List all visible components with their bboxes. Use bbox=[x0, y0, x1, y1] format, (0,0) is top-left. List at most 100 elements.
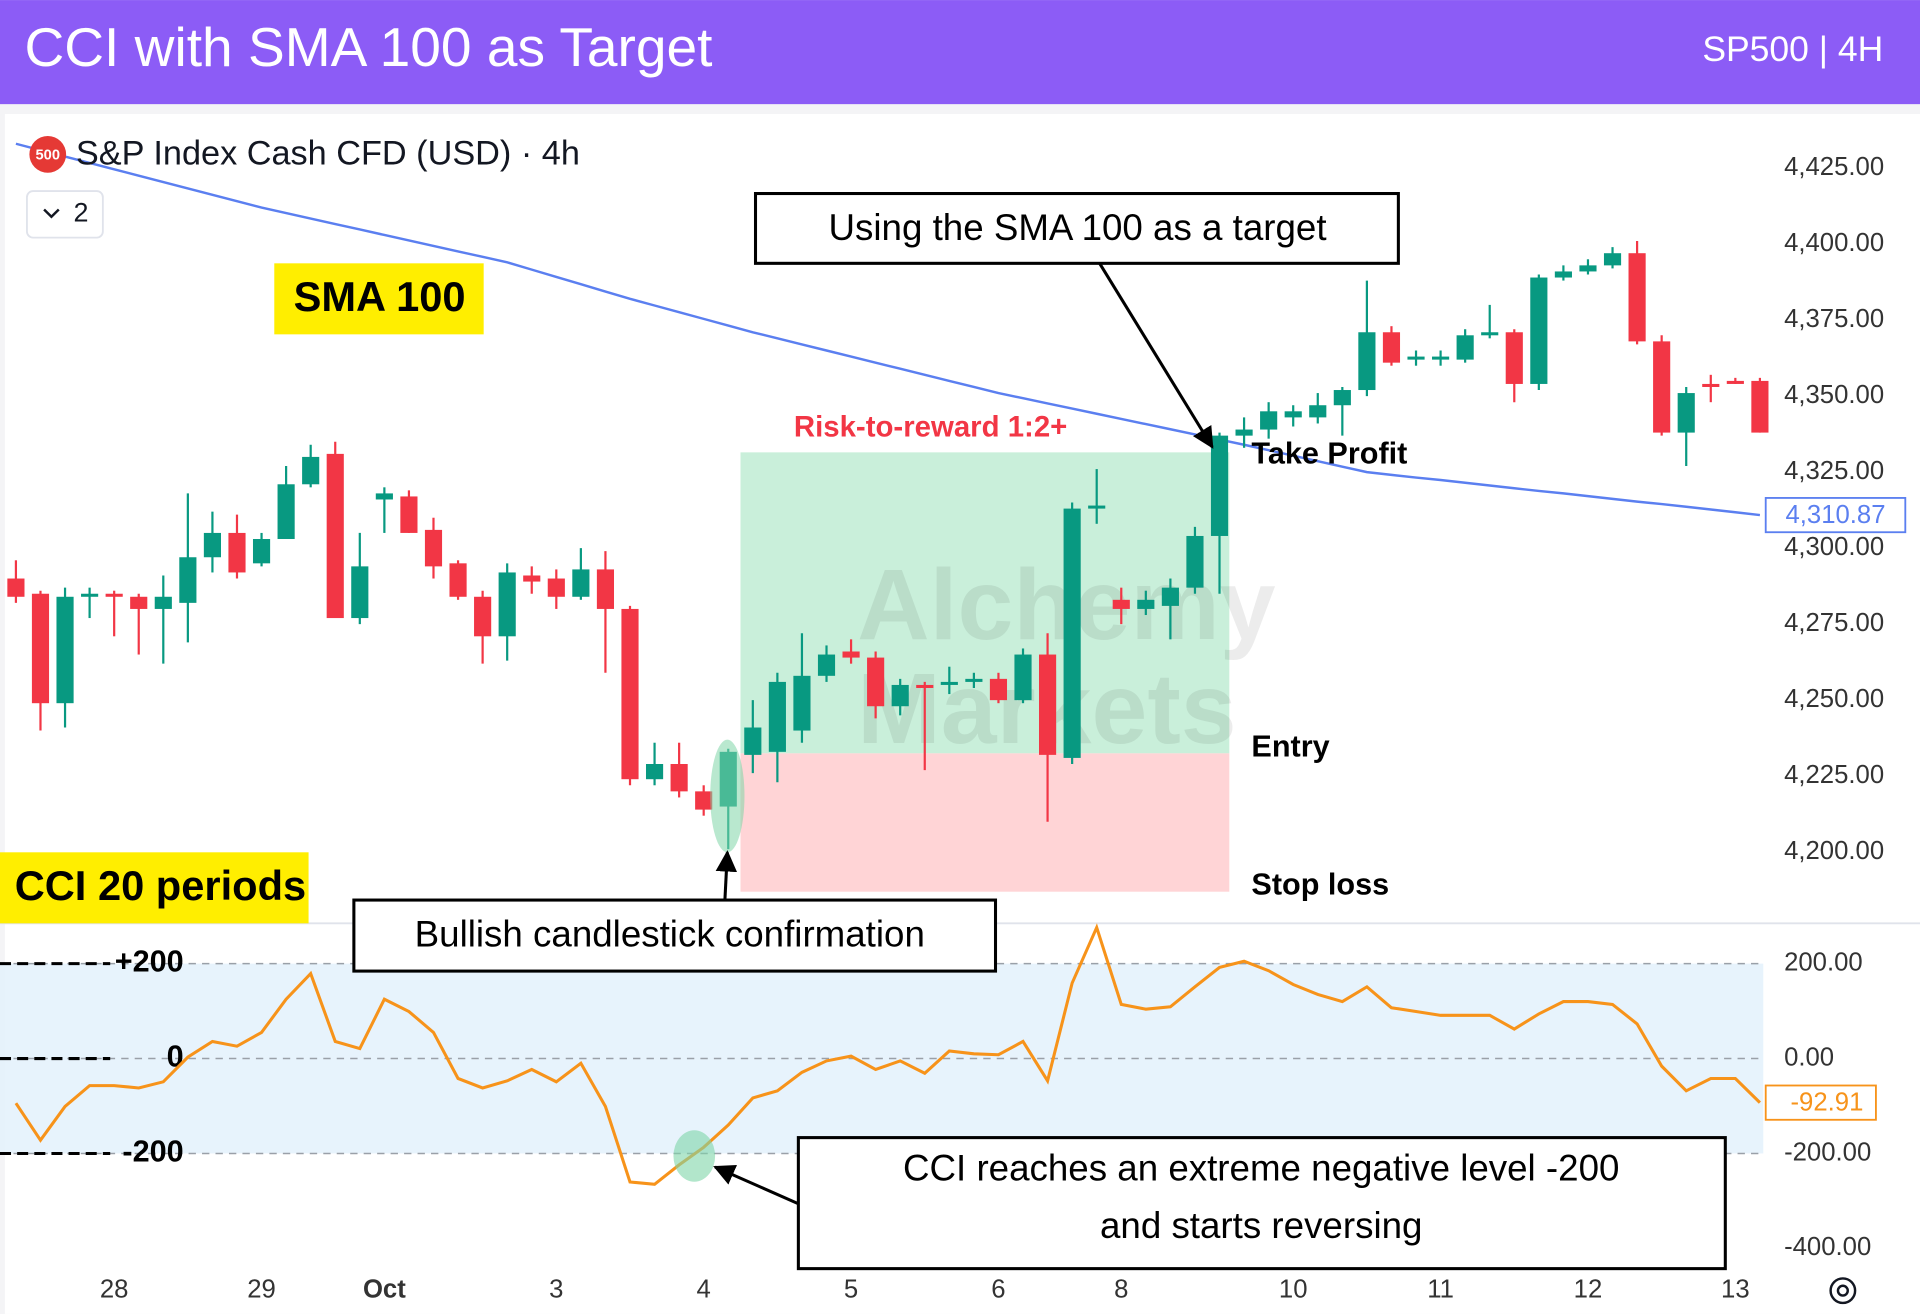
y-tick-label: 4,400.00 bbox=[1784, 229, 1884, 257]
candle-body bbox=[523, 575, 541, 582]
risk-reward-label: Risk-to-reward 1:2+ bbox=[794, 410, 1067, 443]
x-tick-label: 28 bbox=[100, 1275, 129, 1303]
candle-body bbox=[1751, 380, 1769, 433]
candle-body bbox=[891, 684, 909, 707]
cci-line bbox=[14, 923, 1761, 1186]
risk-zone bbox=[740, 753, 1230, 892]
collapse-button[interactable] bbox=[26, 190, 104, 239]
x-tick-label: 29 bbox=[247, 1275, 276, 1303]
candle-body bbox=[1161, 587, 1179, 606]
y-tick-label: 4,250.00 bbox=[1784, 685, 1884, 713]
candle-body bbox=[449, 563, 467, 597]
entry-label: Entry bbox=[1251, 729, 1329, 763]
candle-body bbox=[1677, 393, 1695, 433]
cci-callout-text: CCI reaches an extreme negative level -2… bbox=[903, 1147, 1619, 1188]
confirmation-box bbox=[352, 898, 998, 973]
candle-body bbox=[228, 532, 246, 573]
sma-line bbox=[15, 142, 1761, 517]
candle-body bbox=[31, 593, 50, 704]
x-tick-label: 13 bbox=[1721, 1275, 1750, 1303]
candle-body bbox=[572, 569, 590, 597]
y-tick-label: 4,325.00 bbox=[1784, 457, 1884, 485]
y-tick-label: 4,275.00 bbox=[1784, 609, 1884, 637]
candle-body bbox=[1530, 277, 1548, 384]
y-tick-label: 4,425.00 bbox=[1784, 153, 1884, 181]
y-tick-label: -200.00 bbox=[1784, 1138, 1871, 1166]
candle-body bbox=[81, 593, 99, 597]
x-tick-label: 5 bbox=[844, 1275, 858, 1303]
last-value-label: 4,310.87 bbox=[1785, 501, 1885, 529]
cci-highlight bbox=[673, 1130, 716, 1182]
sma-label-box bbox=[274, 263, 484, 335]
candle-body bbox=[768, 681, 786, 752]
candle-body bbox=[1481, 332, 1499, 336]
y-tick-label: 4,375.00 bbox=[1784, 305, 1884, 333]
callout-box bbox=[753, 191, 1400, 265]
candle-highlight bbox=[710, 739, 745, 853]
candle-body bbox=[1653, 341, 1671, 433]
candle-body bbox=[424, 529, 443, 567]
x-tick-label: 12 bbox=[1574, 1275, 1603, 1303]
candle-body bbox=[1333, 390, 1351, 406]
candle-body bbox=[1603, 253, 1622, 266]
last-value-tag bbox=[1764, 1084, 1877, 1121]
candle-body bbox=[867, 657, 885, 707]
candle-body bbox=[916, 684, 934, 688]
candle-body bbox=[989, 678, 1008, 701]
candle-body bbox=[817, 654, 836, 676]
candle-body bbox=[842, 651, 860, 658]
candle-body bbox=[1702, 383, 1720, 387]
candle-body bbox=[1284, 411, 1302, 418]
plot-area: +2000-200200.000.00-200.00-400.00-92.91A… bbox=[0, 142, 1907, 1303]
candle-body bbox=[375, 493, 393, 500]
candle-body bbox=[351, 566, 369, 619]
candle-body bbox=[326, 453, 344, 619]
candle-body bbox=[498, 572, 516, 637]
candle-body bbox=[1210, 435, 1229, 536]
candle-body bbox=[744, 727, 762, 755]
y-tick-label: 4,200.00 bbox=[1784, 837, 1884, 865]
candle-body bbox=[940, 681, 958, 685]
candle-body bbox=[1309, 405, 1327, 418]
y-tick-label: 0.00 bbox=[1784, 1043, 1834, 1071]
candle-body bbox=[1382, 332, 1401, 363]
take-profit-label: Take Profit bbox=[1251, 437, 1407, 471]
callout-arrow bbox=[1098, 262, 1214, 449]
header-title: CCI with SMA 100 as Target bbox=[24, 16, 712, 78]
candle-body bbox=[621, 608, 639, 780]
y-tick-label: 200.00 bbox=[1784, 948, 1863, 976]
candle-body bbox=[1628, 253, 1646, 342]
candle-body bbox=[695, 791, 713, 810]
settings-icon-core bbox=[1836, 1284, 1849, 1297]
symbol-badge-text: 500 bbox=[35, 147, 60, 163]
candle-body bbox=[56, 596, 74, 704]
candle-body bbox=[965, 678, 983, 682]
candle-body bbox=[474, 596, 492, 637]
x-tick-label: 3 bbox=[549, 1275, 563, 1303]
candle-body bbox=[1726, 380, 1744, 384]
x-tick-label: Oct bbox=[363, 1275, 406, 1303]
level-label: +200 bbox=[115, 945, 184, 979]
confirmation-arrow bbox=[715, 850, 738, 901]
candle-body bbox=[547, 578, 565, 597]
candle-body bbox=[670, 763, 688, 792]
last-value-tag bbox=[1764, 497, 1907, 534]
symbol-title: S&P Index Cash CFD (USD) · 4h bbox=[76, 135, 580, 173]
candle-body bbox=[793, 675, 811, 731]
settings-icon[interactable] bbox=[1829, 1277, 1857, 1305]
stop-loss-label: Stop loss bbox=[1251, 868, 1389, 902]
candle-body bbox=[179, 557, 197, 603]
header-tag: SP500 | 4H bbox=[1702, 29, 1883, 69]
cci-callout-box bbox=[796, 1136, 1727, 1271]
symbol-badge bbox=[29, 135, 67, 173]
candle-body bbox=[105, 593, 123, 597]
candle-body bbox=[1579, 265, 1597, 272]
candle-body bbox=[130, 596, 148, 609]
sma-label: SMA 100 bbox=[294, 273, 466, 320]
candle-body bbox=[1407, 356, 1425, 360]
candle-body bbox=[1260, 411, 1278, 430]
candle-body bbox=[252, 539, 271, 564]
cci-callout-text: and starts reversing bbox=[1100, 1205, 1422, 1246]
candle-body bbox=[7, 578, 25, 597]
